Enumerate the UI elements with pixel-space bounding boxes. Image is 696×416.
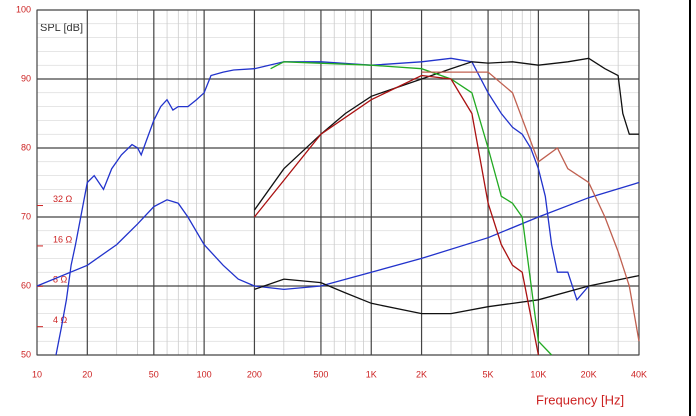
series-line [421, 71, 640, 342]
series-line [36, 181, 640, 291]
x-tick-label: 10K [530, 369, 546, 379]
y-tick-label: 90 [21, 73, 31, 83]
x-tick-label: 20K [581, 369, 597, 379]
series-line [253, 74, 540, 356]
x-tick-label: 10 [32, 369, 42, 379]
y-tick-label: 60 [21, 280, 31, 290]
x-tick-label: 40K [631, 369, 647, 379]
y2-tick-label: 16 Ω [53, 234, 73, 244]
x-tick-label: 20 [82, 369, 92, 379]
x-tick-label: 5K [483, 369, 494, 379]
series-line [254, 274, 640, 315]
x-tick-label: 500 [313, 369, 328, 379]
y2-tick-label: 8 Ω [53, 275, 68, 285]
x-tick-label: 2K [416, 369, 427, 379]
series-line [55, 57, 590, 356]
x-tick-label: 100 [197, 369, 212, 379]
x-tick-label: 200 [247, 369, 262, 379]
chart-title: SPL [dB] [40, 22, 83, 34]
x-tick-label: 1K [366, 369, 377, 379]
y2-tick-label: 4 Ω [53, 315, 68, 325]
series-line [253, 57, 639, 211]
y-tick-label: 100 [16, 4, 31, 14]
x-axis-label: Frequency [Hz] [536, 392, 624, 407]
y-tick-label: 50 [21, 349, 31, 359]
x-tick-label: 50 [149, 369, 159, 379]
series-line [270, 61, 553, 356]
y2-tick-label: 32 Ω [53, 194, 73, 204]
y-tick-label: 70 [21, 211, 31, 221]
y-tick-label: 80 [21, 142, 31, 152]
